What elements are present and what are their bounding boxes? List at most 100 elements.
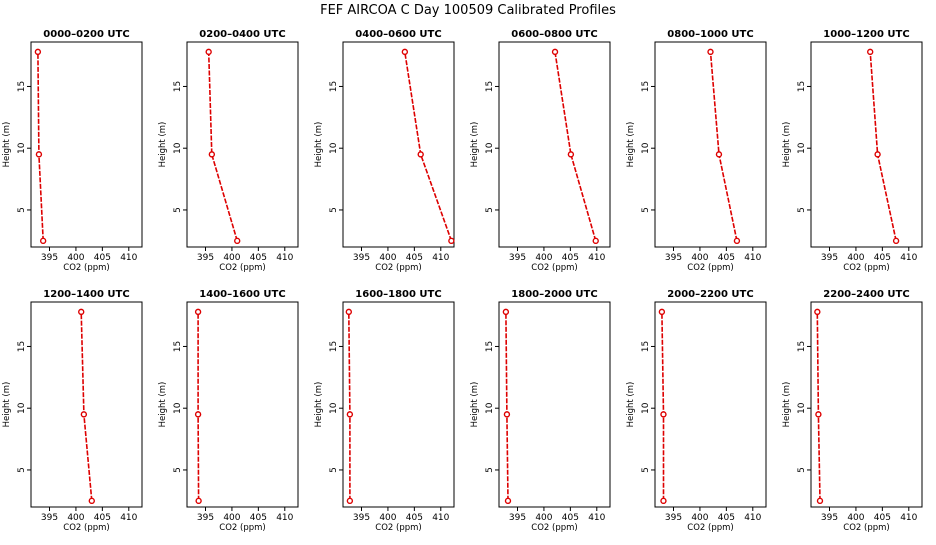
x-tick-label: 410 <box>900 513 917 523</box>
data-point <box>815 411 822 418</box>
x-tick-label: 395 <box>821 253 838 263</box>
y-axis-label: Height (m) <box>782 382 792 428</box>
data-point <box>707 48 714 56</box>
x-tick-label: 395 <box>41 253 58 263</box>
y-axis-label: Height (m) <box>314 122 324 168</box>
plot-frame <box>498 301 611 508</box>
data-point <box>814 308 821 316</box>
panel-title: 1400–1600 UTC <box>199 289 285 300</box>
y-tick-label: 15 <box>485 341 495 352</box>
y-tick-label: 10 <box>641 402 651 414</box>
panel-title: 1800–2000 UTC <box>511 289 597 300</box>
x-tick-label: 395 <box>353 513 370 523</box>
x-axis-label: CO2 (ppm) <box>531 523 577 533</box>
data-point <box>504 497 512 505</box>
x-tick-label: 405 <box>250 253 267 263</box>
data-point <box>551 48 559 56</box>
x-tick-label: 400 <box>379 253 396 263</box>
plot-frame <box>498 41 611 248</box>
plot-frame <box>30 301 143 508</box>
y-tick-label: 5 <box>797 207 807 213</box>
x-tick-label: 405 <box>718 253 735 263</box>
data-point <box>448 237 455 245</box>
plot-frame <box>654 301 767 508</box>
data-point <box>194 411 202 418</box>
y-tick-label: 10 <box>329 402 339 414</box>
profile-line <box>197 311 200 501</box>
x-tick-label: 410 <box>588 513 605 523</box>
data-point <box>715 151 723 158</box>
profile-line <box>709 51 738 241</box>
data-point <box>195 497 202 505</box>
panel-1: 0200–0400 UTC 395 400 405 410 5 10 15 CO2 (ppm) H… <box>158 29 299 273</box>
y-axis-label: Height (m) <box>470 122 480 168</box>
x-tick-label: 405 <box>406 513 423 523</box>
data-point <box>205 48 212 56</box>
x-tick-label: 405 <box>718 513 735 523</box>
y-tick-label: 10 <box>797 142 807 154</box>
data-point <box>592 237 599 245</box>
x-tick-label: 400 <box>379 513 396 523</box>
data-point <box>234 237 241 245</box>
data-point <box>208 151 216 158</box>
x-tick-label: 405 <box>406 253 423 263</box>
y-axis-label: Height (m) <box>314 382 324 428</box>
x-tick-label: 410 <box>900 253 917 263</box>
panel-9: 1800–2000 UTC 395 400 405 410 5 10 15 CO2 (ppm) H… <box>470 289 611 533</box>
data-point <box>80 411 88 418</box>
panel-title: 0800–1000 UTC <box>667 29 753 40</box>
y-tick-label: 15 <box>641 81 651 92</box>
x-tick-label: 410 <box>432 513 449 523</box>
data-point <box>39 237 47 245</box>
panel-title: 1600–1800 UTC <box>355 289 441 300</box>
y-tick-label: 15 <box>329 81 339 92</box>
x-tick-label: 405 <box>874 513 891 523</box>
x-axis-label: CO2 (ppm) <box>219 523 265 533</box>
plot-frame <box>810 41 923 248</box>
y-tick-label: 5 <box>17 467 27 473</box>
plot-frame <box>342 301 455 508</box>
x-tick-label: 395 <box>509 513 526 523</box>
x-tick-label: 410 <box>276 513 293 523</box>
x-tick-label: 395 <box>821 513 838 523</box>
panel-5: 1000–1200 UTC 395 400 405 410 5 10 15 CO2 (ppm) H… <box>782 29 923 273</box>
y-tick-label: 5 <box>329 207 339 213</box>
y-tick-label: 15 <box>329 341 339 352</box>
y-tick-label: 5 <box>17 207 27 213</box>
y-tick-label: 15 <box>173 341 183 352</box>
plot-frame <box>30 41 143 248</box>
panel-title: 0200–0400 UTC <box>199 29 285 40</box>
y-axis-label: Height (m) <box>158 382 168 428</box>
profile-line <box>348 311 351 501</box>
y-tick-label: 10 <box>17 142 27 154</box>
x-axis-label: CO2 (ppm) <box>687 523 733 533</box>
data-point <box>78 308 85 316</box>
y-axis-label: Height (m) <box>782 122 792 168</box>
x-tick-label: 405 <box>250 513 267 523</box>
y-axis-label: Height (m) <box>626 122 636 168</box>
x-axis-label: CO2 (ppm) <box>375 523 421 533</box>
data-point <box>874 151 881 158</box>
x-tick-label: 400 <box>691 253 708 263</box>
x-axis-label: CO2 (ppm) <box>63 523 109 533</box>
plot-frame <box>810 301 923 508</box>
x-tick-label: 395 <box>41 513 58 523</box>
x-tick-label: 405 <box>874 253 891 263</box>
x-tick-label: 400 <box>67 513 84 523</box>
panels-layer: 0000–0200 UTC 395 400 405 410 5 10 15 CO2 (ppm) H… <box>2 29 923 533</box>
y-tick-label: 5 <box>485 207 495 213</box>
data-point <box>567 151 575 158</box>
data-point <box>867 48 874 56</box>
panel-title: 2000–2200 UTC <box>667 289 753 300</box>
data-point <box>401 48 409 56</box>
x-axis-label: CO2 (ppm) <box>219 263 265 273</box>
data-point <box>503 411 511 418</box>
data-point <box>660 411 667 418</box>
x-tick-label: 400 <box>847 513 864 523</box>
x-tick-label: 400 <box>847 253 864 263</box>
x-tick-label: 410 <box>120 253 137 263</box>
profile-line <box>816 311 821 501</box>
y-tick-label: 10 <box>641 142 651 154</box>
x-axis-label: CO2 (ppm) <box>63 263 109 273</box>
profile-line <box>80 311 93 501</box>
